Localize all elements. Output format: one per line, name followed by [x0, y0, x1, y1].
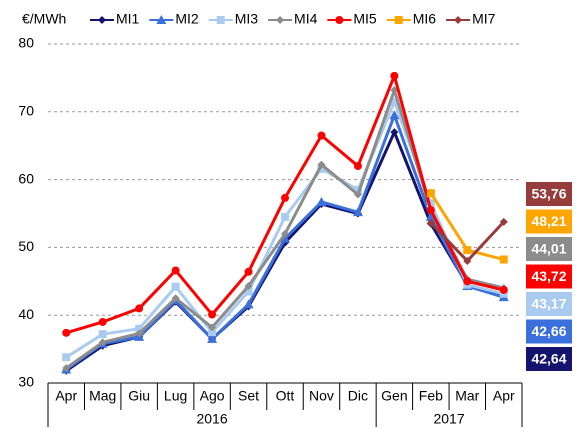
x-tick-label: Feb	[419, 388, 443, 404]
x-tick-label: Apr	[493, 388, 515, 404]
point	[98, 317, 107, 326]
x-tick-label: Apr	[55, 388, 77, 404]
point	[171, 294, 180, 303]
x-tick-label: Dic	[348, 388, 368, 404]
x-tick-label: Mag	[89, 388, 116, 404]
point	[426, 189, 435, 198]
point	[62, 364, 71, 373]
legend-label: MI6	[413, 11, 437, 27]
legend-label: MI5	[353, 11, 377, 27]
x-tick-label: Set	[238, 388, 259, 404]
legend-label: MI1	[116, 11, 140, 27]
legend-label: MI7	[472, 11, 496, 27]
point	[171, 282, 180, 291]
point	[335, 16, 344, 24]
point	[317, 164, 326, 173]
point	[389, 110, 400, 120]
point	[499, 217, 508, 226]
point	[244, 267, 253, 276]
point	[281, 212, 289, 221]
value-label-box	[526, 182, 572, 206]
point	[316, 196, 327, 206]
point	[390, 71, 399, 80]
point	[171, 266, 180, 275]
point	[463, 277, 472, 286]
point	[281, 193, 289, 202]
y-tick-label: 40	[18, 306, 34, 322]
value-label-box	[526, 319, 572, 344]
x-tick-label: Lug	[164, 388, 187, 404]
point	[280, 233, 290, 243]
x-tick-label: Mar	[455, 388, 479, 404]
point	[208, 323, 217, 332]
y-tick-label: 80	[18, 35, 34, 51]
point	[244, 287, 253, 296]
point	[463, 246, 472, 255]
point	[135, 329, 144, 338]
x-group-label: 2016	[196, 411, 227, 427]
point	[353, 190, 362, 199]
point	[98, 338, 107, 347]
point	[62, 328, 71, 337]
y-tick-label: 60	[18, 170, 34, 186]
x-group-label: 2017	[433, 411, 464, 427]
y-tick-label: 30	[18, 374, 34, 390]
value-label: 43,72	[531, 268, 566, 284]
value-label: 42,64	[531, 351, 566, 367]
value-label: 44,01	[531, 241, 566, 257]
value-label-box	[526, 292, 572, 316]
y-axis-label: €/MWh	[22, 11, 66, 27]
point	[394, 16, 403, 24]
point	[425, 211, 436, 221]
point	[426, 199, 435, 208]
value-label-box	[526, 264, 572, 289]
x-tick-label: Ott	[276, 388, 295, 404]
point	[98, 330, 107, 339]
x-tick-label: Giu	[128, 388, 150, 404]
point	[499, 255, 508, 264]
point	[463, 256, 472, 265]
legend-label: MI3	[235, 11, 259, 27]
point	[208, 328, 217, 337]
point	[353, 185, 362, 194]
y-tick-label: 70	[18, 103, 34, 119]
x-tick-label: Gen	[381, 388, 407, 404]
value-label: 53,76	[531, 186, 566, 202]
value-label: 43,17	[531, 296, 566, 312]
value-label: 42,66	[531, 323, 566, 339]
legend-label: MI2	[175, 11, 199, 27]
point	[276, 16, 285, 24]
point	[454, 16, 463, 24]
point	[208, 310, 217, 319]
point	[499, 285, 508, 294]
point	[317, 160, 326, 169]
point	[353, 162, 362, 171]
value-label-box	[526, 237, 572, 261]
point	[98, 16, 106, 24]
point	[135, 324, 144, 333]
point	[426, 206, 435, 215]
point	[135, 304, 144, 313]
point	[426, 218, 435, 227]
value-label-box	[526, 347, 572, 371]
value-label: 48,21	[531, 213, 566, 229]
value-label-box	[526, 209, 572, 234]
point	[390, 128, 399, 137]
x-tick-label: Nov	[309, 388, 334, 404]
point	[243, 299, 254, 309]
x-tick-label: Ago	[200, 388, 225, 404]
point	[62, 353, 71, 362]
point	[216, 16, 225, 24]
y-tick-label: 50	[18, 238, 34, 254]
point	[156, 15, 167, 24]
point	[244, 282, 253, 291]
point	[281, 229, 289, 238]
point	[352, 207, 363, 217]
legend-label: MI4	[294, 11, 318, 27]
point	[207, 333, 218, 343]
point	[390, 97, 399, 106]
point	[317, 131, 326, 140]
